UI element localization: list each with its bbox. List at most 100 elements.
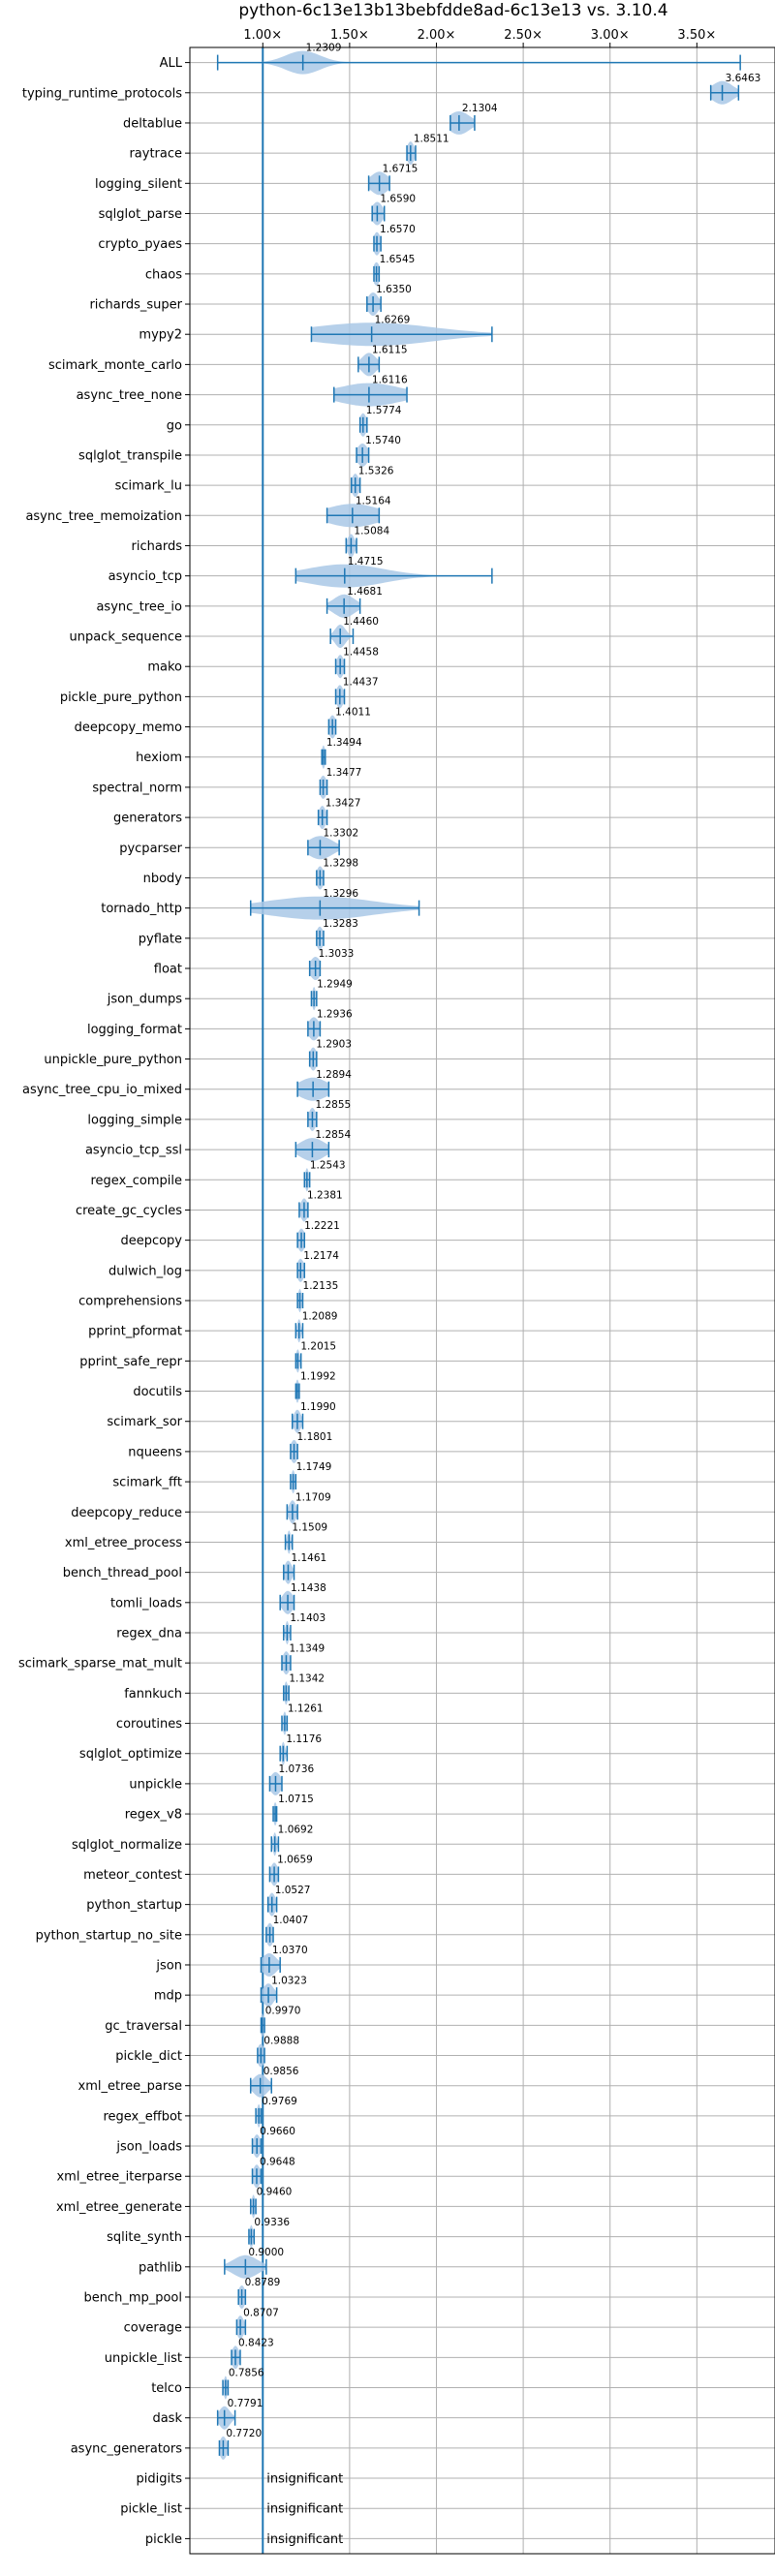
value-label: 1.3427 [326,797,361,809]
value-label: 1.1342 [289,1673,325,1685]
value-label: 1.1990 [300,1401,336,1413]
chart-title: python-6c13e13b13bebfdde8ad-6c13e13 vs. … [238,1,667,20]
value-label: 1.4011 [335,707,371,719]
value-label: 1.0370 [272,1945,308,1956]
benchmark-label: pickle_list [120,2502,182,2517]
value-label: 1.2015 [300,1341,336,1353]
x-axis-ticks: 1.00× 1.50× 2.00× 2.50× 3.00× 3.50× [243,28,716,47]
value-label: 1.2903 [316,1039,352,1051]
benchmark-label: nbody [143,872,183,886]
benchmark-label: pycparser [119,842,182,856]
value-label: 1.4681 [347,586,383,598]
benchmark-label: scimark_monte_carlo [48,358,182,373]
value-label: 1.5774 [366,405,402,416]
benchmark-label: chaos [145,267,182,282]
benchmark-label: gc_traversal [105,2019,182,2034]
value-label: 0.9970 [265,2005,301,2016]
value-label: 1.2936 [317,1009,353,1021]
benchmark-label: deepcopy [120,1234,182,1248]
benchmark-label: async_generators [71,2441,183,2456]
value-label: 0.8707 [243,2307,279,2318]
benchmark-label: xml_etree_parse [78,2079,182,2094]
value-label: 1.6269 [375,314,411,325]
benchmark-label: pickle_pure_python [60,690,182,705]
value-label: 1.3302 [323,827,358,839]
value-label: 1.4458 [343,646,379,658]
benchmark-label: regex_effbot [103,2109,182,2124]
benchmark-label: pickle [145,2532,182,2547]
value-label: 1.0659 [277,1855,313,1866]
benchmark-label: sqlglot_normalize [72,1838,182,1853]
insignificant-label: insignificant [266,2502,343,2517]
benchmark-label: meteor_contest [83,1868,182,1883]
benchmark-label: json_loads [115,2140,182,2155]
value-label: 0.9000 [248,2247,284,2258]
benchmark-label: logging_format [87,1023,182,1037]
value-label: 1.5740 [365,435,401,446]
value-label: 0.9769 [262,2096,297,2107]
value-label: 1.0407 [273,1915,309,1926]
benchmark-label: pathlib [139,2260,182,2275]
value-label: 1.1403 [290,1612,326,1624]
benchmark-label: deepcopy_memo [75,721,182,735]
x-tick-label: 3.50× [677,28,716,43]
benchmark-label: asyncio_tcp_ssl [85,1144,182,1158]
benchmark-label: crypto_pyaes [98,237,182,252]
benchmark-label: docutils [133,1385,182,1399]
benchmark-label: sqlite_synth [107,2230,182,2245]
benchmark-label: pprint_safe_repr [79,1355,182,1369]
benchmark-label: dulwich_log [108,1264,182,1278]
benchmark-label: tornado_http [101,902,182,916]
benchmark-label: scimark_sparse_mat_mult [18,1657,182,1671]
value-label: 1.2949 [317,978,353,990]
benchmark-label: richards [132,539,183,554]
benchmark-label: asyncio_tcp [108,569,182,584]
value-label: 1.3296 [323,888,358,900]
benchmark-label: telco [151,2381,182,2396]
benchmark-label: dask [152,2411,182,2426]
value-label: 1.0692 [278,1824,314,1835]
x-tick-label: 1.50× [330,28,369,43]
benchmark-label: unpickle_list [105,2351,182,2366]
benchmark-label: regex_compile [90,1174,182,1188]
value-label: 1.4715 [348,556,384,567]
benchmark-label: unpickle [129,1777,182,1792]
value-label: 1.6545 [380,254,416,265]
value-label: 1.8511 [414,133,450,144]
value-label: 0.7856 [229,2368,264,2379]
value-label: 1.3033 [319,948,355,960]
benchmark-label: spectral_norm [92,781,182,795]
value-label: 1.0527 [275,1885,311,1896]
value-label: 1.5164 [356,495,391,506]
benchmark-label: python_startup_no_site [36,1928,182,1943]
value-label: 0.7720 [226,2428,262,2439]
benchmark-label: deepcopy_reduce [71,1506,182,1520]
value-label: 1.2135 [303,1280,339,1292]
benchmark-label: scimark_sor [107,1415,182,1429]
value-label: 1.4437 [343,677,379,689]
benchmark-label: sqlglot_parse [99,207,182,222]
value-label: 1.1349 [289,1642,325,1654]
benchmark-label: deltablue [123,116,182,131]
value-label: 1.3477 [326,767,362,779]
x-tick-label: 1.00× [243,28,282,43]
benchmark-label: scimark_fft [112,1476,182,1490]
value-label: 0.7791 [228,2398,264,2409]
value-label: 1.5084 [354,526,389,537]
benchmark-label: ALL [160,56,183,71]
benchmark-label: comprehensions [78,1295,182,1309]
chart-marks: 1.2309 3.6463 2.1304 1.8511 1.6715 1.6590 1.65… [216,43,760,2554]
value-label: 1.5326 [358,465,394,476]
benchmark-label: create_gc_cycles [76,1204,182,1218]
benchmark-label: xml_etree_process [65,1536,182,1550]
grid-lines [190,47,775,2554]
value-label: 1.1992 [300,1371,336,1383]
benchmark-label: fannkuch [124,1687,182,1702]
value-label: 1.0323 [271,1975,307,1986]
value-label: 1.1438 [291,1582,326,1594]
value-label: 1.2174 [303,1250,339,1262]
value-label: 1.0715 [278,1794,314,1805]
benchmark-label: mypy2 [139,328,182,343]
benchmark-label: xml_etree_generate [56,2200,182,2215]
value-label: 1.2221 [304,1220,340,1232]
